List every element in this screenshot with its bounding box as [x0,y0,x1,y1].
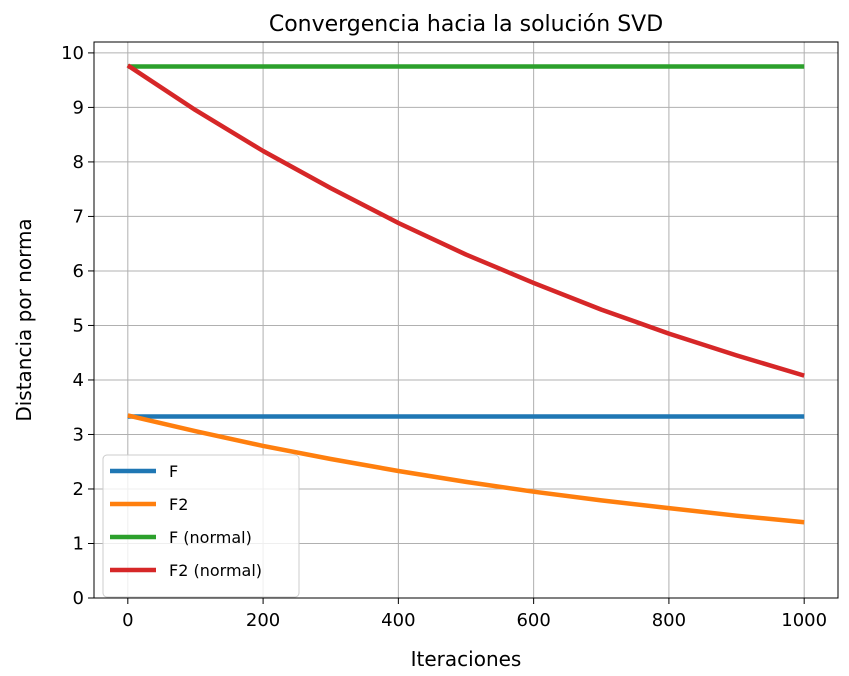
y-tick-label: 2 [73,479,84,500]
x-tick-label: 0 [122,610,133,631]
x-tick-label: 400 [381,610,415,631]
x-axis-title: Iteraciones [411,647,522,671]
y-tick-label: 5 [73,315,84,336]
y-tick-label: 7 [73,206,84,227]
x-tick-label: 200 [246,610,280,631]
series-line-f2 [127,413,805,525]
x-tick-label: 800 [652,610,686,631]
x-tick-label: 600 [516,610,550,631]
y-tick-label: 8 [73,152,84,173]
y-tick-label: 9 [73,97,84,118]
legend: F F2 F (normal) F2 (normal) [102,454,300,598]
y-tick-label: 4 [73,370,84,391]
series-lines [126,63,805,525]
y-tick-label: 6 [73,261,84,282]
plot-frame [93,41,839,599]
y-tick-label: 10 [61,43,84,64]
legend-label: F [169,462,178,481]
y-tick-label: 0 [73,588,84,609]
legend-label: F2 [169,495,188,514]
x-tick-label: 1000 [781,610,827,631]
y-tick-label: 1 [73,533,84,554]
series-line-f2-normal [126,63,805,378]
y-axis-title: Distancia por norma [12,218,36,421]
y-tick-label: 3 [73,424,84,445]
legend-label: F2 (normal) [169,561,262,580]
legend-box [102,454,300,598]
axis-ticks: 0 200 400 600 800 1000 0 1 2 3 4 5 6 7 8 9 10 [61,43,827,631]
chart-title: Convergencia hacia la solución SVD [269,12,663,37]
legend-label: F (normal) [169,528,252,547]
